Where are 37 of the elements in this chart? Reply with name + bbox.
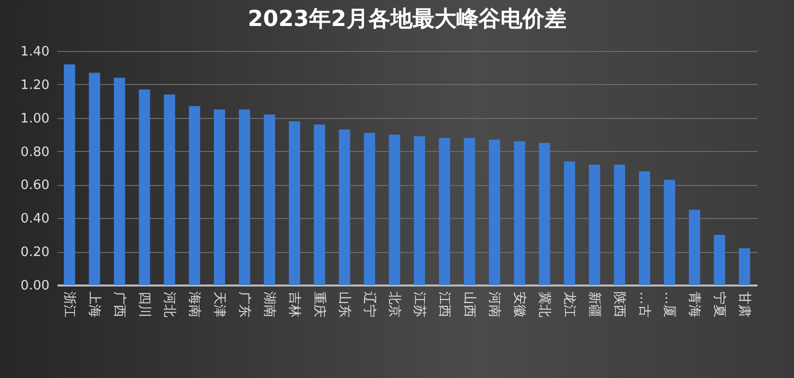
x-tick-label: 广西 bbox=[112, 292, 126, 318]
x-tick-label: 冀北 bbox=[536, 292, 552, 318]
x-tick-label: 北京 bbox=[386, 292, 402, 318]
y-tick-label: 0.20 bbox=[20, 245, 50, 260]
x-tick-label: 河南 bbox=[486, 292, 502, 318]
y-tick-label: 0.00 bbox=[20, 278, 50, 294]
x-tick-label: 新疆 bbox=[586, 292, 602, 318]
x-tick-label: 宁夏 bbox=[712, 292, 728, 318]
x-tick-label: 海南 bbox=[186, 292, 202, 318]
x-tick-label: 吉林 bbox=[286, 292, 302, 318]
x-tick-label: 上海 bbox=[86, 292, 102, 318]
chart-title: 2023年2月各地最大峰谷电价差 bbox=[248, 7, 566, 32]
y-tick-label: 0.80 bbox=[20, 144, 50, 160]
y-tick-label: 1.20 bbox=[20, 78, 50, 93]
x-tick-label: 四川 bbox=[136, 292, 152, 318]
x-tick-label: 浙江 bbox=[62, 292, 76, 318]
y-tick-label: 0.40 bbox=[20, 212, 50, 227]
x-tick-label: 河北 bbox=[162, 292, 176, 318]
y-tick-label: 1.00 bbox=[20, 111, 50, 126]
x-tick-label: 江苏 bbox=[412, 292, 426, 318]
x-tick-label: 江西 bbox=[436, 292, 452, 318]
x-tick-label: 湖南 bbox=[262, 292, 276, 318]
x-tick-label: …厦 bbox=[662, 292, 676, 318]
x-tick-label: …古 bbox=[636, 292, 652, 318]
x-tick-label: 重庆 bbox=[312, 292, 326, 318]
x-tick-label: 广东 bbox=[236, 292, 252, 318]
x-tick-label: 山东 bbox=[336, 292, 352, 318]
y-tick-label: 0.60 bbox=[20, 178, 50, 194]
x-tick-label: 龙江 bbox=[562, 292, 576, 318]
x-tick-label: 青海 bbox=[686, 292, 702, 318]
x-tick-label: 安徽 bbox=[512, 292, 528, 318]
x-tick-label: 山西 bbox=[462, 292, 476, 318]
x-tick-label: 辽宁 bbox=[362, 292, 378, 318]
x-tick-label: 陕西 bbox=[612, 292, 626, 318]
x-tick-label: 甘肃 bbox=[736, 292, 752, 318]
y-tick-label: 1.40 bbox=[20, 44, 50, 60]
x-tick-label: 天津 bbox=[212, 292, 226, 318]
